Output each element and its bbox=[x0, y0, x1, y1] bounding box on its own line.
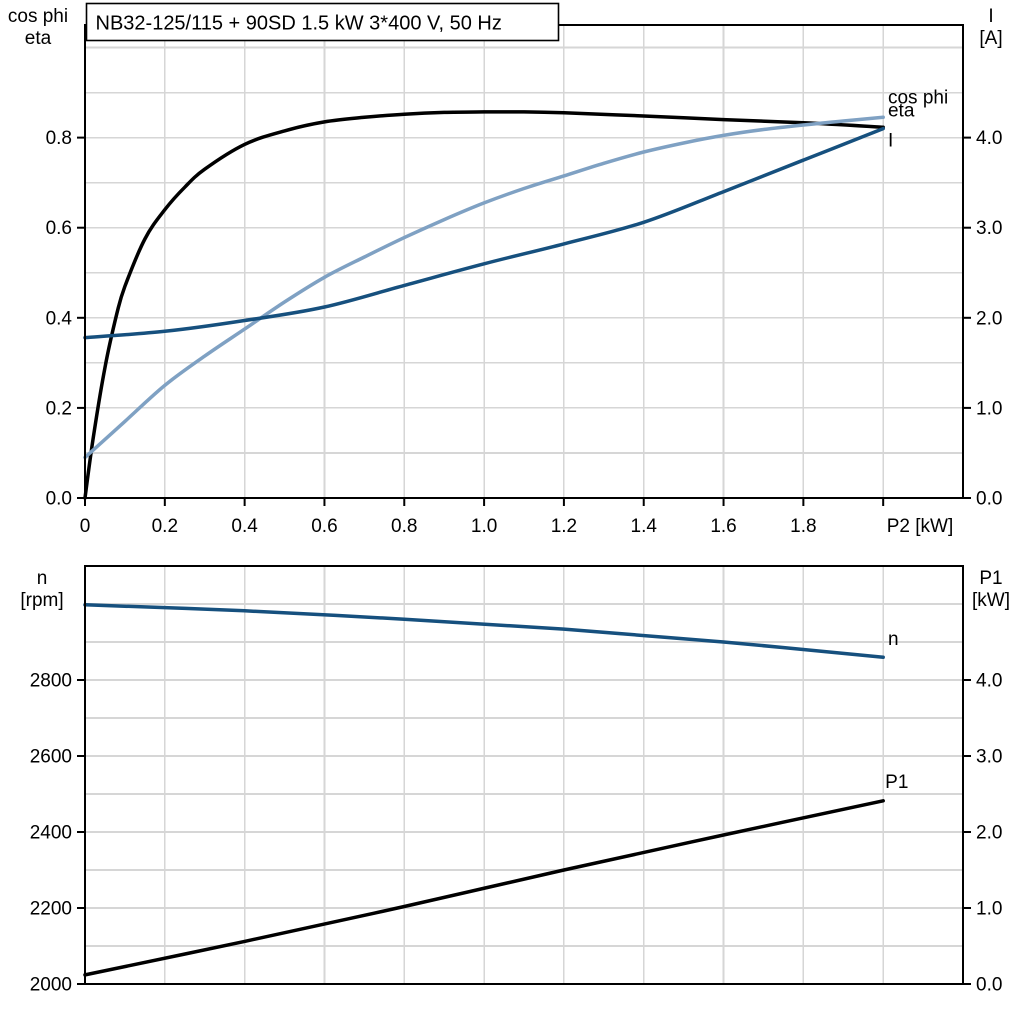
x-tick-label: 1.4 bbox=[631, 516, 658, 537]
curve-n bbox=[83, 603, 885, 659]
curve-cos-phi bbox=[83, 115, 885, 460]
left-tick-label: 2200 bbox=[30, 899, 72, 920]
plot-frame bbox=[84, 24, 964, 499]
x-tick-label: 0 bbox=[80, 516, 91, 537]
right-tick-label: 0.0 bbox=[976, 975, 1002, 996]
left-axis-unit-label: [rpm] bbox=[20, 590, 63, 611]
x-axis-label: P2 [kW] bbox=[887, 516, 954, 537]
left-tick-label: 2600 bbox=[30, 747, 72, 768]
left-axis-unit-label: eta bbox=[25, 28, 52, 49]
x-tick-label: 0.8 bbox=[391, 516, 417, 537]
right-tick-label: 4.0 bbox=[976, 671, 1002, 692]
curve-label-p1: P1 bbox=[885, 772, 908, 793]
left-tick-label: 2800 bbox=[30, 671, 72, 692]
left-tick-label: 0.4 bbox=[46, 308, 73, 329]
chart-panel-bottom: nP1200022002400260028000.01.02.03.04.0n[… bbox=[20, 565, 1010, 996]
x-tick-label: 1.6 bbox=[710, 516, 736, 537]
right-axis-unit-label: [kW] bbox=[972, 590, 1010, 611]
left-axis-unit-label: cos phi bbox=[8, 6, 68, 27]
curve-label-cos-phi: cos phi bbox=[888, 87, 948, 108]
right-tick-label: 2.0 bbox=[976, 308, 1002, 329]
left-tick-label: 0.2 bbox=[46, 398, 72, 419]
x-tick-label: 0.4 bbox=[231, 516, 258, 537]
right-tick-label: 1.0 bbox=[976, 398, 1002, 419]
right-tick-label: 4.0 bbox=[976, 128, 1002, 149]
curve-i bbox=[83, 126, 885, 340]
x-tick-label: 0.2 bbox=[152, 516, 178, 537]
right-tick-label: 0.0 bbox=[976, 489, 1002, 510]
left-axis-unit-label: n bbox=[37, 568, 48, 589]
curve-p1 bbox=[83, 799, 885, 977]
curve-label-eta: eta bbox=[888, 100, 915, 121]
left-tick-label: 2400 bbox=[30, 823, 72, 844]
curve-label-n: n bbox=[888, 629, 899, 650]
right-tick-label: 3.0 bbox=[976, 218, 1002, 239]
chart-title: NB32-125/115 + 90SD 1.5 kW 3*400 V, 50 H… bbox=[96, 13, 502, 35]
right-axis-unit-label: [A] bbox=[979, 28, 1002, 49]
right-tick-label: 3.0 bbox=[976, 747, 1002, 768]
left-tick-label: 0.6 bbox=[46, 218, 72, 239]
x-tick-label: 1.0 bbox=[471, 516, 497, 537]
curve-eta bbox=[83, 110, 885, 500]
plot-frame bbox=[84, 565, 964, 985]
right-axis-unit-label: P1 bbox=[979, 568, 1002, 589]
chart-title-box bbox=[85, 2, 560, 42]
right-axis-unit-label: I bbox=[988, 6, 993, 27]
left-tick-label: 2000 bbox=[30, 975, 72, 996]
curve-label-i: I bbox=[888, 131, 893, 152]
left-tick-label: 0.0 bbox=[46, 489, 72, 510]
left-tick-label: 0.8 bbox=[46, 128, 72, 149]
x-tick-label: 1.8 bbox=[790, 516, 816, 537]
x-tick-label: 0.6 bbox=[311, 516, 337, 537]
right-tick-label: 1.0 bbox=[976, 899, 1002, 920]
right-tick-label: 2.0 bbox=[976, 823, 1002, 844]
x-tick-label: 1.2 bbox=[551, 516, 577, 537]
